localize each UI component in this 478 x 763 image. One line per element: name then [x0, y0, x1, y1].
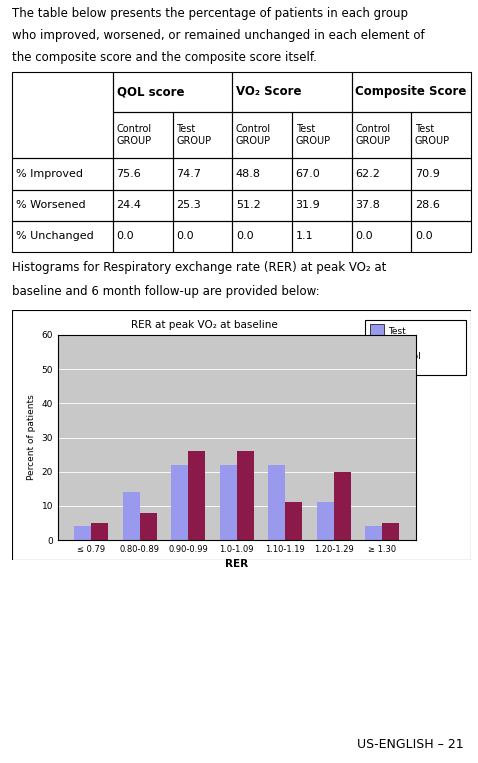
Text: 62.2: 62.2: [355, 169, 380, 179]
Bar: [12, 221, 113, 252]
Bar: [232, 72, 351, 111]
Text: VO₂ Score: VO₂ Score: [236, 85, 302, 98]
Text: Histograms for Respiratory exchange rate (RER) at peak VO₂ at: Histograms for Respiratory exchange rate…: [12, 260, 386, 273]
Bar: [173, 111, 232, 159]
Text: 74.7: 74.7: [176, 169, 201, 179]
Text: Test: Test: [388, 327, 406, 336]
Bar: [113, 221, 173, 252]
Text: 24.4: 24.4: [117, 200, 141, 210]
Text: 75.6: 75.6: [117, 169, 141, 179]
Text: Test
GROUP: Test GROUP: [415, 124, 450, 146]
Bar: [173, 189, 232, 221]
Bar: [370, 349, 384, 365]
Text: 51.2: 51.2: [236, 200, 261, 210]
Text: 25.3: 25.3: [176, 200, 201, 210]
Bar: [113, 189, 173, 221]
Text: Control: Control: [388, 352, 421, 361]
Text: the composite score and the composite score itself.: the composite score and the composite sc…: [12, 51, 317, 64]
Text: The table below presents the percentage of patients in each group: The table below presents the percentage …: [12, 8, 408, 21]
Bar: [113, 111, 173, 159]
Bar: [351, 72, 471, 111]
Bar: [411, 111, 471, 159]
Bar: [12, 72, 113, 159]
Text: 31.9: 31.9: [295, 200, 320, 210]
Text: 28.6: 28.6: [415, 200, 440, 210]
Bar: [351, 111, 411, 159]
Text: Composite Score: Composite Score: [355, 85, 467, 98]
Text: QOL score: QOL score: [117, 85, 184, 98]
Bar: [232, 189, 292, 221]
Text: 1.1: 1.1: [295, 231, 313, 241]
Bar: [232, 221, 292, 252]
Bar: [292, 189, 351, 221]
Bar: [370, 324, 384, 340]
Bar: [232, 159, 292, 189]
Text: 0.0: 0.0: [355, 231, 373, 241]
Bar: [411, 189, 471, 221]
FancyBboxPatch shape: [365, 320, 466, 375]
Text: Control
GROUP: Control GROUP: [355, 124, 391, 146]
Text: US-ENGLISH – 21: US-ENGLISH – 21: [357, 739, 464, 752]
Bar: [113, 72, 232, 111]
Text: % Unchanged: % Unchanged: [16, 231, 93, 241]
Text: baseline and 6 month follow-up are provided below:: baseline and 6 month follow-up are provi…: [12, 285, 320, 298]
Bar: [12, 189, 113, 221]
Text: 0.0: 0.0: [236, 231, 253, 241]
Text: 37.8: 37.8: [355, 200, 380, 210]
Bar: [292, 159, 351, 189]
Bar: [292, 111, 351, 159]
Text: Control
GROUP: Control GROUP: [236, 124, 271, 146]
Text: Test
GROUP: Test GROUP: [295, 124, 331, 146]
Text: Control
GROUP: Control GROUP: [117, 124, 152, 146]
Text: 0.0: 0.0: [117, 231, 134, 241]
Bar: [351, 189, 411, 221]
Bar: [411, 159, 471, 189]
Text: 48.8: 48.8: [236, 169, 261, 179]
Text: 0.0: 0.0: [415, 231, 433, 241]
Text: 70.9: 70.9: [415, 169, 440, 179]
Bar: [113, 159, 173, 189]
Bar: [12, 159, 113, 189]
Text: who improved, worsened, or remained unchanged in each element of: who improved, worsened, or remained unch…: [12, 29, 424, 42]
Text: % Worsened: % Worsened: [16, 200, 85, 210]
Bar: [351, 221, 411, 252]
Bar: [232, 111, 292, 159]
Bar: [351, 159, 411, 189]
Text: Test
GROUP: Test GROUP: [176, 124, 211, 146]
Bar: [411, 221, 471, 252]
Bar: [173, 221, 232, 252]
Text: 0.0: 0.0: [176, 231, 194, 241]
Bar: [173, 159, 232, 189]
Text: % Improved: % Improved: [16, 169, 83, 179]
Text: 67.0: 67.0: [295, 169, 320, 179]
Text: RER at peak VO₂ at baseline: RER at peak VO₂ at baseline: [131, 320, 278, 330]
Bar: [292, 221, 351, 252]
